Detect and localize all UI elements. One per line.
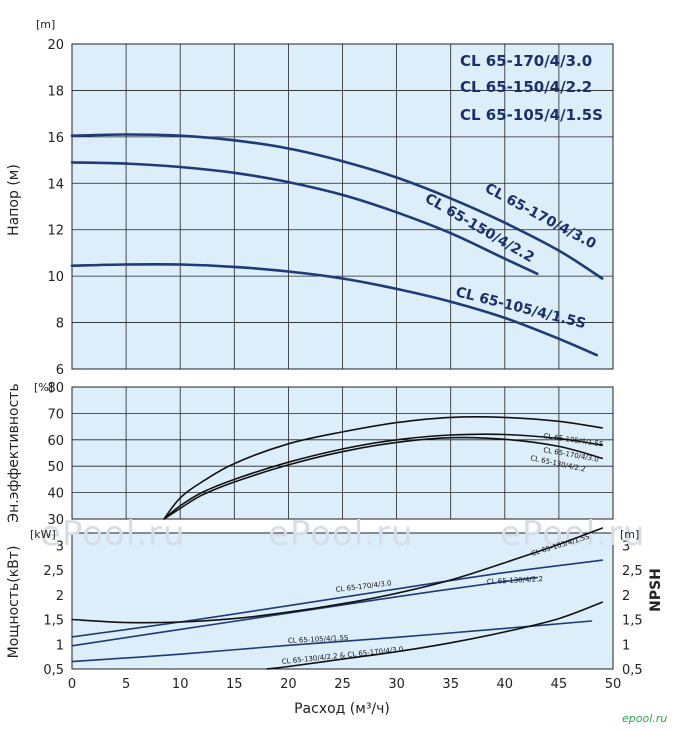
npsh-y-tick-label: 1: [622, 638, 630, 653]
head-axis-title: Напор (м): [6, 164, 22, 236]
power-y-tick-label: 0,5: [43, 663, 64, 678]
npsh-y-tick-label: 3: [622, 539, 630, 554]
head-y-tick-label: 20: [47, 38, 64, 53]
head-y-tick-label: 6: [56, 363, 64, 378]
power-unit: [kW]: [30, 528, 56, 541]
head-y-tick-label: 12: [47, 224, 64, 239]
head-curve-1: [70, 133, 604, 280]
npsh-curve-1: [71, 527, 603, 624]
efficiency-y-tick-label: 70: [47, 407, 64, 422]
npsh-y-tick-label: 0,5: [622, 663, 643, 678]
x-tick-label: 40: [497, 677, 514, 692]
head-unit: [m]: [36, 18, 55, 31]
npsh-y-tick-label: 2: [622, 589, 630, 604]
brand-mark: epool.ru: [622, 712, 667, 725]
power-plot-area: [71, 532, 614, 670]
power-y-tick-label: 2: [56, 589, 64, 604]
efficiency-y-tick-label: 50: [47, 460, 64, 475]
x-tick-label: 5: [122, 677, 130, 692]
power-y-tick-label: 1: [56, 638, 64, 653]
x-tick-label: 15: [226, 677, 243, 692]
power-y-tick-label: 1,5: [43, 614, 64, 629]
x-tick-label: 0: [68, 677, 76, 692]
power-curve-2: [71, 576, 539, 647]
x-tick-label: 10: [172, 677, 189, 692]
watermark-2: ePool.ru: [268, 514, 414, 554]
power-curve-1: [71, 559, 603, 638]
efficiency-y-tick-label: 60: [47, 434, 64, 449]
x-tick-label: 45: [551, 677, 568, 692]
npsh-label-130: CL 65-130/4/2.2: [487, 575, 543, 586]
x-tick-label: 20: [280, 677, 297, 692]
head-y-tick-label: 14: [47, 177, 64, 192]
model-name-1: CL 65-170/4/3.0: [460, 52, 592, 70]
power-y-tick-label: 2,5: [43, 564, 64, 579]
model-name-2: CL 65-150/4/2.2: [460, 78, 592, 96]
model-name-3: CL 65-105/4/1.5S: [460, 106, 603, 124]
power-label-105: CL 65-105/4/1.5S: [288, 634, 349, 645]
head-y-tick-label: 8: [56, 317, 64, 332]
efficiency-y-tick-label: 40: [47, 487, 64, 502]
x-tick-label: 25: [334, 677, 351, 692]
power-axis-title: Мощность(кВт): [6, 546, 22, 659]
head-curve-2: [70, 161, 539, 276]
npsh-y-tick-label: 1,5: [622, 614, 643, 629]
head-y-tick-label: 18: [47, 84, 64, 99]
head-curve-3: [70, 262, 599, 357]
grid-lines: [72, 44, 613, 519]
watermark-1: ePool.ru: [40, 514, 186, 554]
tick-labels: 0 5 10 15 20 25 30 35 40 45 5068101214161820304050…: [43, 38, 642, 692]
x-tick-label: 35: [442, 677, 459, 692]
npsh-axis-title: NPSH: [648, 568, 664, 612]
efficiency-y-tick-label: 80: [47, 381, 64, 396]
npsh-unit: [m]: [620, 528, 639, 541]
head-y-tick-label: 16: [47, 131, 64, 146]
npsh-y-tick-label: 2,5: [622, 564, 643, 579]
x-tick-label: 30: [388, 677, 405, 692]
power-y-tick-label: 3: [56, 539, 64, 554]
efficiency-axis-title: Эн.эффективность: [6, 383, 22, 522]
eff-unit: [%]: [34, 381, 53, 394]
x-tick-label: 50: [605, 677, 622, 692]
power-curve-3: [71, 620, 593, 663]
efficiency-curve-2: [163, 433, 603, 520]
efficiency-curve-3: [163, 436, 603, 520]
npsh-curve-2: [266, 601, 603, 670]
head-y-tick-label: 10: [47, 270, 64, 285]
efficiency-y-tick-label: 30: [47, 513, 64, 528]
watermark-3: ePool.ru: [500, 514, 646, 554]
curves: [70, 133, 604, 670]
x-axis-title: Расход (м³/ч): [294, 701, 390, 717]
efficiency-curve-1: [163, 416, 603, 520]
